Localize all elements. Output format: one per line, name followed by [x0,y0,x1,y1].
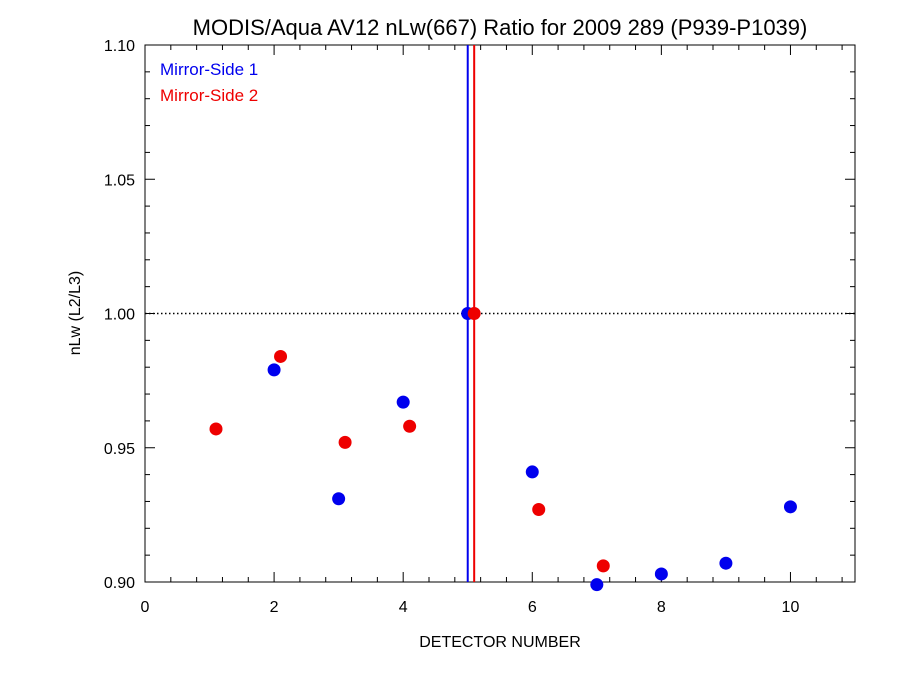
legend: Mirror-Side 1 Mirror-Side 2 [160,60,258,105]
y-axis-label: nLw (L2/L3) [67,271,84,356]
legend-entry-1: Mirror-Side 1 [160,60,258,79]
series-2-point [338,435,352,449]
series-1-point [267,363,281,377]
chart-title: MODIS/Aqua AV12 nLw(667) Ratio for 2009 … [193,15,808,40]
series-2-point [403,419,417,433]
series-2-point [532,503,546,517]
plot-area: 0 2 4 6 8 10 0.90 0.95 1.00 1.05 1.10 [104,38,856,616]
series-1-point [590,578,604,592]
x-tick-label: 6 [528,599,537,616]
series-1-point [525,465,539,479]
series-1-point [654,567,668,581]
x-tick-label: 10 [782,599,800,616]
x-axis-label: DETECTOR NUMBER [419,634,581,651]
series-1-point [783,500,797,514]
series-1-point [396,395,410,409]
x-tick-label: 2 [270,599,279,616]
series-2-point [209,422,223,436]
plot-frame [144,44,856,583]
y-tick-label: 0.95 [104,441,135,458]
y-tick-label: 1.10 [104,38,135,55]
series-2-point [467,307,481,320]
y-tick-label: 1.05 [104,172,135,189]
series-1-point [332,492,346,506]
x-tick-label: 8 [657,599,666,616]
y-tick-label: 0.90 [104,575,135,592]
series-2-point [596,559,610,573]
x-tick-label: 4 [399,599,408,616]
series-1-point [719,556,733,570]
series-2-point [274,349,288,363]
x-tick-label: 0 [141,599,150,616]
y-tick-label: 1.00 [104,307,135,324]
legend-entry-2: Mirror-Side 2 [160,86,258,105]
